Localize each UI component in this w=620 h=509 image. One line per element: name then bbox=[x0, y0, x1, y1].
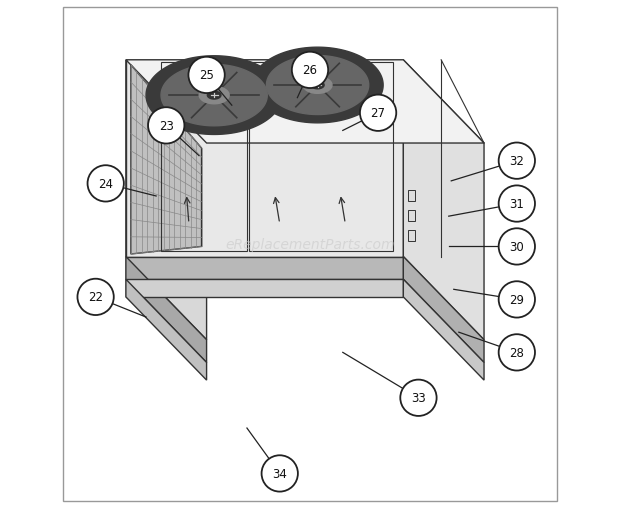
Polygon shape bbox=[126, 279, 404, 297]
Text: eReplacementParts.com: eReplacementParts.com bbox=[225, 237, 395, 251]
Bar bbox=[409, 211, 415, 222]
Polygon shape bbox=[126, 61, 484, 144]
Bar bbox=[409, 190, 415, 202]
Text: 29: 29 bbox=[509, 293, 525, 306]
Circle shape bbox=[498, 186, 535, 222]
Text: 23: 23 bbox=[159, 120, 174, 133]
Text: 32: 32 bbox=[510, 155, 525, 168]
Polygon shape bbox=[404, 61, 484, 340]
Circle shape bbox=[78, 279, 114, 316]
Polygon shape bbox=[267, 56, 369, 116]
Text: 22: 22 bbox=[88, 291, 103, 304]
Circle shape bbox=[401, 380, 436, 416]
Polygon shape bbox=[126, 279, 206, 380]
Polygon shape bbox=[126, 257, 404, 279]
Text: 30: 30 bbox=[510, 240, 524, 253]
Text: 28: 28 bbox=[510, 346, 525, 359]
Polygon shape bbox=[146, 56, 282, 135]
Text: 27: 27 bbox=[371, 107, 386, 120]
Polygon shape bbox=[161, 65, 267, 127]
Polygon shape bbox=[207, 92, 221, 100]
Text: 24: 24 bbox=[98, 178, 113, 190]
Text: 31: 31 bbox=[510, 197, 525, 211]
Circle shape bbox=[148, 108, 184, 144]
Polygon shape bbox=[126, 61, 404, 257]
Circle shape bbox=[262, 456, 298, 492]
Circle shape bbox=[87, 166, 124, 202]
Circle shape bbox=[188, 58, 224, 94]
Polygon shape bbox=[404, 257, 484, 363]
Polygon shape bbox=[126, 257, 206, 363]
Polygon shape bbox=[199, 87, 229, 104]
Circle shape bbox=[360, 95, 396, 132]
Circle shape bbox=[498, 229, 535, 265]
Polygon shape bbox=[311, 82, 324, 90]
Polygon shape bbox=[303, 77, 332, 94]
Circle shape bbox=[498, 334, 535, 371]
Circle shape bbox=[498, 281, 535, 318]
Polygon shape bbox=[252, 48, 383, 124]
Polygon shape bbox=[404, 279, 484, 380]
Text: 25: 25 bbox=[199, 69, 214, 82]
Bar bbox=[409, 231, 415, 242]
Polygon shape bbox=[126, 61, 206, 340]
Text: 34: 34 bbox=[272, 467, 287, 480]
Text: 33: 33 bbox=[411, 391, 426, 405]
Text: 26: 26 bbox=[303, 64, 317, 77]
Circle shape bbox=[292, 52, 328, 89]
Circle shape bbox=[498, 143, 535, 180]
Polygon shape bbox=[131, 66, 202, 254]
